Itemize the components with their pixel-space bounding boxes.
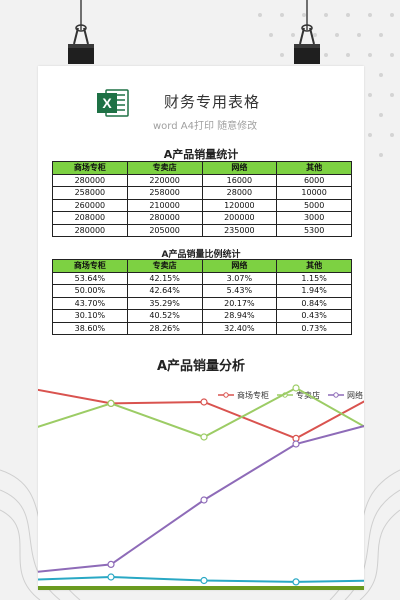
- legend-item-0: 商场专柜: [218, 390, 269, 400]
- table-cell: 1.15%: [276, 271, 352, 285]
- table-cell: 258000: [52, 186, 128, 200]
- series-point-3-2: [200, 576, 208, 585]
- table-cell: 0.43%: [276, 309, 352, 323]
- series-point-2-2: [200, 496, 208, 504]
- table-cell: 260000: [52, 198, 128, 212]
- column-header: 专卖店: [126, 161, 203, 175]
- table-cell: 16000: [201, 173, 278, 187]
- table-cell: 5000: [276, 198, 352, 212]
- legend-label: 网络: [347, 390, 363, 400]
- series-point-1-2: [200, 433, 208, 441]
- table-row: 280000 205000 235000 5300: [52, 223, 352, 237]
- table-cell: 3.07%: [201, 271, 278, 285]
- table-cell: 53.64%: [52, 271, 128, 285]
- table-cell: 40.52%: [126, 309, 203, 323]
- table-cell: 43.70%: [52, 296, 128, 310]
- table-cell: 120000: [201, 198, 278, 212]
- table-cell: 210000: [126, 198, 203, 212]
- table-row: 43.70% 35.29% 20.17% 0.84%: [52, 296, 352, 310]
- table-cell: 28.94%: [201, 309, 278, 323]
- document-header: X 财务专用表格 word A4打印 随意修改: [38, 66, 364, 146]
- document-subtitle: word A4打印 随意修改: [153, 121, 258, 132]
- column-header: 网络: [201, 161, 278, 175]
- column-header: 其他: [276, 161, 352, 175]
- document-title: 财务专用表格: [164, 93, 261, 111]
- table-cell: 28.26%: [126, 321, 203, 335]
- legend-marker: [333, 392, 339, 398]
- table-cell: 10000: [276, 186, 352, 200]
- series-point-1-3: [292, 384, 300, 392]
- table-cell: 208000: [52, 211, 128, 225]
- binder-clip-left-icon: [68, 0, 94, 64]
- table-cell: 3000: [276, 211, 352, 225]
- series-point-2-3: [292, 440, 300, 448]
- series-point-3-3: [292, 578, 300, 586]
- table-cell: 50.00%: [52, 284, 128, 298]
- table-cell: 5.43%: [201, 284, 278, 298]
- legend-marker: [223, 392, 229, 398]
- sales-table: 商场专柜 专卖店 网络 其他 280000 220000 16000 6000 …: [52, 161, 352, 237]
- table-cell: 200000: [201, 211, 278, 225]
- table-cell: 205000: [126, 223, 203, 237]
- table-row: 53.64% 42.15% 3.07% 1.15%: [52, 271, 352, 285]
- svg-text:X: X: [102, 95, 112, 111]
- table-cell: 20.17%: [201, 296, 278, 310]
- series-point-0-2: [200, 398, 208, 406]
- table-cell: 32.40%: [201, 321, 278, 335]
- table-cell: 258000: [126, 186, 203, 200]
- table-row: 260000 210000 120000 5000: [52, 198, 352, 212]
- ratio-table: 商场专柜 专卖店 网络 其他 53.64% 42.15% 3.07% 1.15%…: [52, 259, 352, 335]
- series-point-1-1: [107, 399, 115, 408]
- table-cell: 28000: [201, 186, 278, 200]
- table-cell: 1.94%: [276, 284, 352, 298]
- table-cell: 42.15%: [126, 271, 203, 285]
- table-cell: 42.64%: [126, 284, 203, 298]
- table-cell: 6000: [276, 173, 352, 187]
- table-cell: 280000: [126, 211, 203, 225]
- table-row: 258000 258000 28000 10000: [52, 186, 352, 200]
- table-cell: 0.84%: [276, 296, 352, 310]
- series-line-2: [38, 425, 364, 573]
- table-cell: 280000: [52, 173, 128, 187]
- binder-clip-right-icon: [294, 0, 320, 64]
- table-row: 208000 280000 200000 3000: [52, 211, 352, 225]
- chart-baseline: [38, 586, 364, 590]
- chart-series-layer: [38, 384, 364, 586]
- ratio-table-title: A产品销量比例统计: [161, 250, 241, 260]
- table-header-row: 商场专柜 专卖店 网络 其他: [52, 161, 352, 175]
- table-row: 50.00% 42.64% 5.43% 1.94%: [52, 284, 352, 298]
- series-point-2-1: [107, 560, 115, 568]
- table-row: 38.60% 28.26% 32.40% 0.73%: [52, 321, 352, 335]
- legend-item-2: 网络: [328, 390, 363, 400]
- excel-icon: X: [97, 89, 129, 117]
- column-header: 其他: [276, 259, 352, 273]
- column-header: 网络: [201, 259, 278, 273]
- table-header-row: 商场专柜 专卖店 网络 其他: [52, 259, 352, 273]
- legend-label: 商场专柜: [237, 390, 269, 400]
- series-point-3-1: [107, 573, 115, 581]
- table-cell: 220000: [126, 173, 203, 187]
- column-header: 商场专柜: [52, 259, 128, 273]
- table-cell: 38.60%: [52, 321, 128, 335]
- table-row: 280000 220000 16000 6000: [52, 173, 352, 187]
- table-row: 30.10% 40.52% 28.94% 0.43%: [52, 309, 352, 323]
- chart-title: A产品销量分析: [157, 358, 245, 374]
- table-cell: 35.29%: [126, 296, 203, 310]
- table-cell: 30.10%: [52, 309, 128, 323]
- document-sheet: X 财务专用表格 word A4打印 随意修改 A产品销量统计 商场专柜 专卖店…: [38, 66, 364, 590]
- table-cell: 5300: [276, 223, 352, 237]
- sales-table-title: A产品销量统计: [163, 148, 239, 161]
- table-cell: 235000: [201, 223, 278, 237]
- column-header: 专卖店: [126, 259, 203, 273]
- table-cell: 280000: [52, 223, 128, 237]
- table-cell: 0.73%: [276, 321, 352, 335]
- column-header: 商场专柜: [52, 161, 128, 175]
